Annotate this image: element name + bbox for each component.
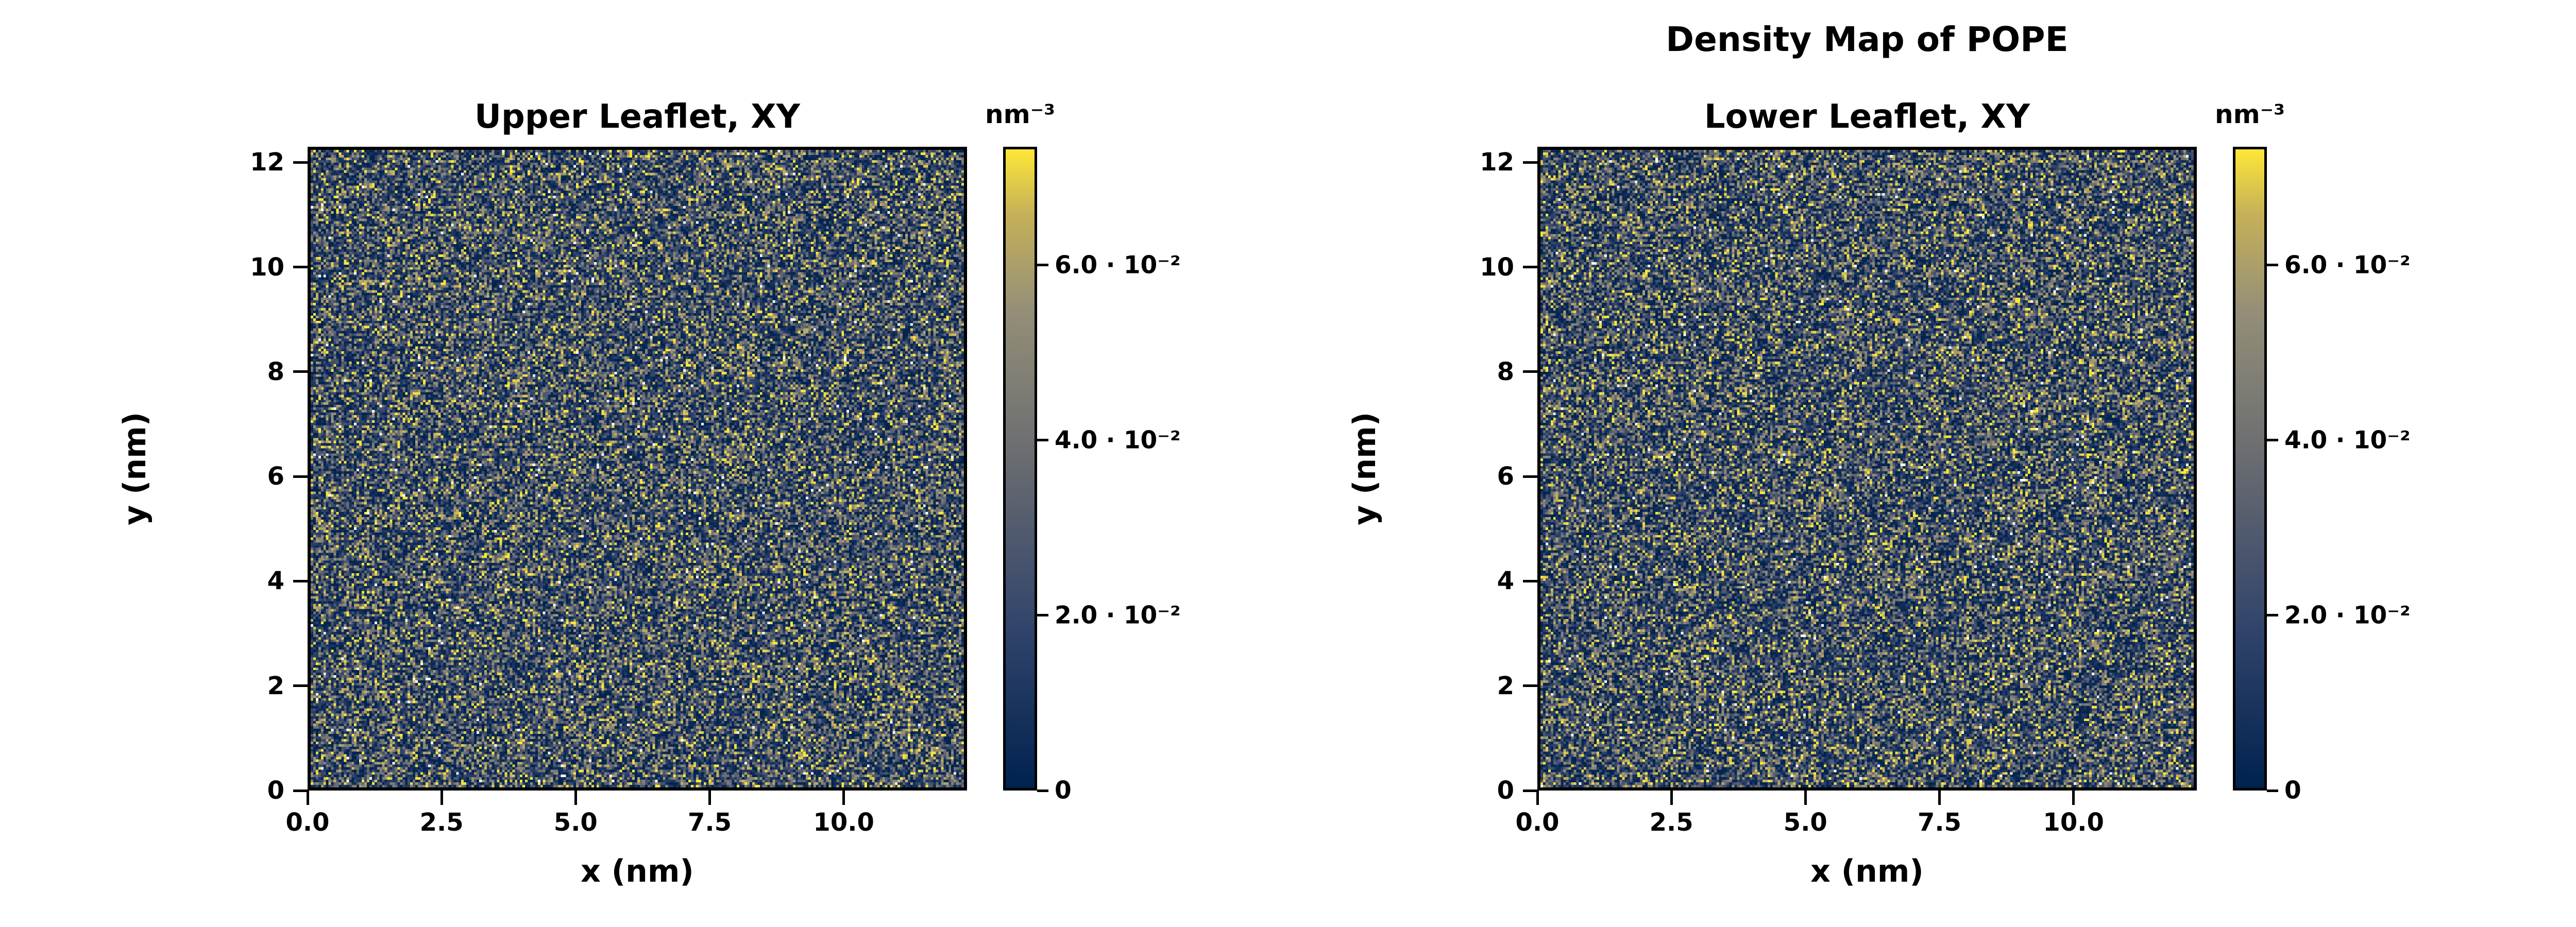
plot-area [1537, 147, 2197, 791]
x-tick-label: 2.5 [1649, 808, 1693, 837]
colorbar-tick-label: 6.0 · 10⁻² [2284, 251, 2411, 280]
y-tick-mark [293, 161, 308, 164]
colorbar-tick-mark [2267, 614, 2278, 617]
y-tick-label: 10 [1480, 252, 1514, 282]
x-axis-label: x (nm) [1810, 853, 1924, 889]
x-tick-mark [574, 791, 577, 805]
colorbar-unit-label: nm⁻³ [2215, 99, 2285, 129]
y-tick-label: 0 [267, 776, 284, 805]
y-tick-label: 12 [250, 148, 284, 177]
y-tick-mark [1523, 161, 1537, 164]
colorbar-gradient [1003, 147, 1037, 791]
y-tick-label: 2 [267, 671, 284, 700]
colorbar-tick-mark [1037, 789, 1048, 792]
y-tick-mark [293, 475, 308, 478]
y-tick-mark [1523, 684, 1537, 688]
colorbar-gradient [2233, 147, 2267, 791]
y-axis-label: y (nm) [1347, 411, 1383, 526]
x-tick-label: 2.5 [419, 808, 464, 837]
colorbar-tick-mark [2267, 264, 2278, 267]
x-tick-label: 7.5 [1917, 808, 1961, 837]
x-tick-label: 10.0 [2043, 808, 2104, 837]
plot-area [308, 147, 967, 791]
x-tick-mark [2072, 791, 2075, 805]
figure-suptitle: Density Map of POPE [1666, 20, 2069, 59]
panel-title: Upper Leaflet, XY [474, 98, 800, 136]
colorbar-tick-label: 4.0 · 10⁻² [2284, 426, 2411, 455]
x-tick-label: 5.0 [553, 808, 598, 837]
colorbar-tick-mark [1037, 439, 1048, 442]
y-tick-mark [293, 579, 308, 582]
colorbar-tick-label: 2.0 · 10⁻² [1055, 601, 1181, 630]
y-tick-label: 4 [267, 566, 284, 596]
colorbar-tick-label: 0 [1055, 776, 1072, 805]
y-tick-label: 2 [1497, 671, 1514, 700]
x-tick-label: 5.0 [1783, 808, 1827, 837]
y-tick-mark [1523, 370, 1537, 373]
y-axis-label: y (nm) [117, 411, 153, 526]
y-tick-mark [1523, 266, 1537, 269]
x-tick-mark [1938, 791, 1941, 805]
y-tick-mark [293, 370, 308, 373]
x-axis-label: x (nm) [581, 853, 694, 889]
y-tick-mark [293, 266, 308, 269]
y-tick-label: 0 [1497, 776, 1514, 805]
x-tick-mark [306, 791, 309, 805]
panel-title: Lower Leaflet, XY [1704, 98, 2030, 136]
colorbar-tick-label: 0 [2284, 776, 2301, 805]
y-tick-mark [1523, 789, 1537, 792]
y-tick-mark [293, 789, 308, 792]
colorbar-tick-label: 6.0 · 10⁻² [1055, 251, 1181, 280]
colorbar-tick-mark [1037, 614, 1048, 617]
x-tick-label: 0.0 [1515, 808, 1560, 837]
colorbar-tick-mark [1037, 264, 1048, 267]
x-tick-mark [708, 791, 711, 805]
colorbar-tick-label: 4.0 · 10⁻² [1055, 426, 1181, 455]
y-tick-label: 10 [250, 252, 284, 282]
x-tick-mark [440, 791, 443, 805]
y-tick-mark [1523, 475, 1537, 478]
density-heatmap-canvas [1540, 150, 2194, 787]
x-tick-mark [1536, 791, 1539, 805]
colorbar-tick-mark [2267, 439, 2278, 442]
colorbar-unit-label: nm⁻³ [985, 99, 1055, 129]
colorbar-tick-mark [2267, 789, 2278, 792]
y-tick-mark [293, 684, 308, 688]
y-tick-label: 8 [267, 357, 284, 386]
y-tick-label: 8 [1497, 357, 1514, 386]
y-tick-label: 4 [1497, 566, 1514, 596]
x-tick-label: 7.5 [687, 808, 732, 837]
y-tick-label: 6 [267, 462, 284, 491]
x-tick-mark [1670, 791, 1673, 805]
y-tick-label: 12 [1480, 148, 1514, 177]
y-tick-mark [1523, 579, 1537, 582]
y-tick-label: 6 [1497, 462, 1514, 491]
x-tick-label: 10.0 [813, 808, 874, 837]
colorbar-tick-label: 2.0 · 10⁻² [2284, 601, 2411, 630]
density-heatmap-canvas [311, 150, 964, 787]
x-tick-mark [1804, 791, 1807, 805]
x-tick-mark [842, 791, 845, 805]
x-tick-label: 0.0 [285, 808, 330, 837]
